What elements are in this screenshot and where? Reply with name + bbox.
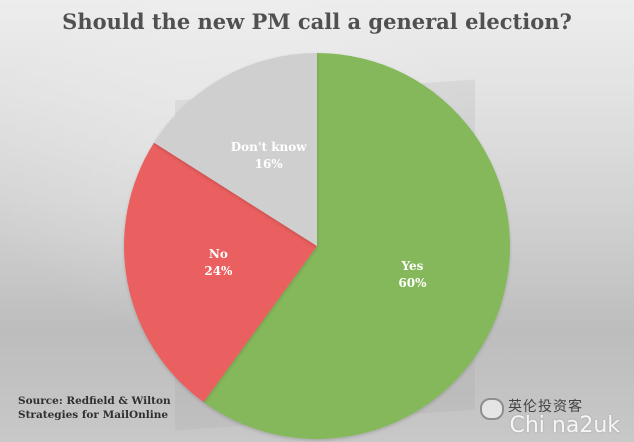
watermark: 英伦投资客 Chi na2uk xyxy=(446,396,626,438)
slice-label: Yes xyxy=(400,259,423,273)
pie-slices xyxy=(124,53,511,439)
slice-label: Don't know xyxy=(231,140,308,154)
slice-value-label: 16% xyxy=(255,157,284,171)
slice-value-label: 60% xyxy=(398,276,427,290)
source-line-2: Strategies for MailOnline xyxy=(18,409,169,421)
pie-slice-yes xyxy=(203,53,511,439)
pie-slice-no xyxy=(124,142,317,403)
source-note: Source: Redfield & Wilton Strategies for… xyxy=(18,394,171,422)
slice-label: No xyxy=(209,247,228,261)
watermark-logo-icon xyxy=(480,398,504,420)
pie-slice-don-t-know xyxy=(154,53,317,246)
slice-value-label: 24% xyxy=(204,264,233,278)
source-line-1: Source: Redfield & Wilton xyxy=(18,395,171,407)
pie-labels: Yes 60% No 24% Don't know 16% xyxy=(204,140,427,290)
watermark-chinese: 英伦投资客 xyxy=(508,399,583,415)
watermark-latin: Chi na2uk xyxy=(509,413,620,438)
chart-title: Should the new PM call a general electio… xyxy=(62,9,572,34)
